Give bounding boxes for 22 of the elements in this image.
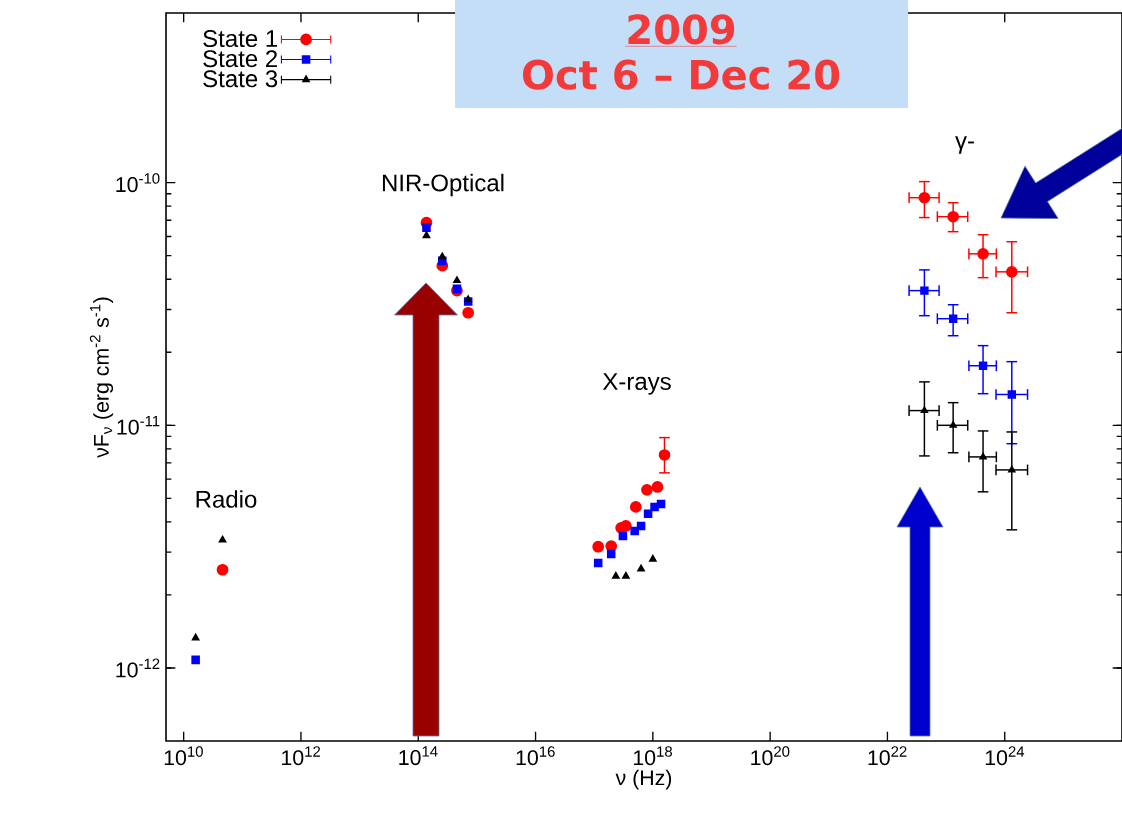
x-tick-label: 10$^{14}$: [399, 746, 438, 766]
annotation: Oct 6 – Dec 20: [522, 59, 840, 90]
x-tick-label: 10$^{10}$: [164, 746, 203, 766]
annotation: X-rays: [602, 373, 671, 395]
y-tick-label: 10$^{-11}$: [117, 415, 160, 435]
y-tick-label: 10$^{-10}$: [116, 173, 160, 193]
y-axis-title: νF$_{ν}$ (erg cm$^{-2}$ s$^{-1}$): [89, 297, 114, 458]
x-tick-label: 10$^{22}$: [868, 746, 907, 766]
annotation: 2009: [628, 14, 735, 45]
legend-label: State 1: [203, 30, 278, 48]
legend-label: State 3: [203, 70, 278, 88]
y-tick-label: 10$^{-12}$: [116, 658, 160, 678]
x-tick-label: 10$^{16}$: [516, 746, 555, 766]
annotation: γ-: [955, 136, 974, 154]
legend-label: State 2: [203, 50, 277, 68]
x-tick-label: 10$^{12}$: [282, 746, 321, 766]
annotation: NIR-Optical: [382, 173, 504, 197]
x-tick-label: 10$^{24}$: [985, 746, 1025, 766]
annotation: Radio: [196, 490, 257, 508]
x-tick-label: 10$^{18}$: [633, 746, 673, 766]
x-axis-title: ν (Hz): [615, 769, 672, 790]
x-tick-label: 10$^{20}$: [751, 746, 790, 766]
